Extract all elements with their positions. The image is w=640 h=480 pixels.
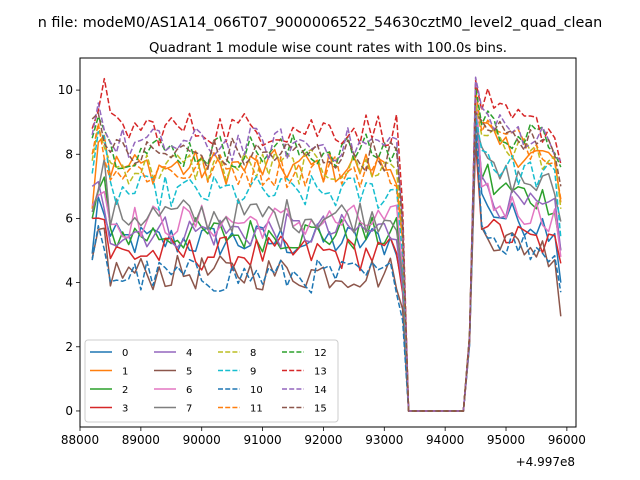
series-line-6 <box>91 82 562 412</box>
y-tick-label: 4 <box>65 276 73 290</box>
legend-box <box>84 339 339 423</box>
x-tick-label: 96000 <box>548 433 586 447</box>
series-line-10 <box>91 121 562 412</box>
legend-label-1: 1 <box>122 367 128 378</box>
x-tick-label: 92000 <box>304 433 342 447</box>
series-line-9 <box>91 115 562 412</box>
x-tick-label: 93000 <box>365 433 403 447</box>
x-tick-label: 90000 <box>183 433 221 447</box>
series-line-13 <box>91 77 562 412</box>
series-line-1 <box>91 121 562 412</box>
figure-suptitle: n file: modeM0/AS1A14_066T07_9000006522_… <box>38 15 603 31</box>
legend-label-10: 10 <box>250 385 263 396</box>
legend-label-11: 11 <box>250 404 263 415</box>
x-axis: 88000 89000 90000 91000 92000 93000 94000 95000… <box>61 427 586 447</box>
legend-label-4: 4 <box>186 348 192 359</box>
legend-label-9: 9 <box>250 367 256 378</box>
x-offset-label: +4.997e8 <box>516 455 575 469</box>
x-tick-label: 88000 <box>61 433 99 447</box>
x-tick-label: 91000 <box>243 433 281 447</box>
series-line-11 <box>91 89 562 412</box>
x-tick-label: 95000 <box>487 433 525 447</box>
x-tick-label: 89000 <box>122 433 160 447</box>
y-tick-label: 8 <box>65 147 73 161</box>
y-tick-label: 0 <box>65 404 73 418</box>
legend-label-0: 0 <box>122 348 128 359</box>
legend-label-15: 15 <box>314 404 327 415</box>
y-axis: 0 2 4 6 8 10 <box>58 83 80 418</box>
chart-title: Quadrant 1 module wise count rates with … <box>149 41 507 56</box>
legend-label-13: 13 <box>314 367 327 378</box>
series-line-4 <box>91 105 562 412</box>
legend-label-2: 2 <box>122 385 128 396</box>
legend-label-14: 14 <box>314 385 327 396</box>
y-tick-label: 10 <box>58 83 73 97</box>
y-tick-label: 6 <box>65 211 73 225</box>
series-line-14 <box>91 76 562 412</box>
legend-label-3: 3 <box>122 404 128 415</box>
series-line-0 <box>91 105 562 412</box>
axes-frame <box>79 57 577 428</box>
legend-label-6: 6 <box>186 385 192 396</box>
legend-label-8: 8 <box>250 348 256 359</box>
series-line-15 <box>91 111 562 412</box>
legend-label-5: 5 <box>186 367 192 378</box>
series-line-7 <box>91 124 562 412</box>
x-tick-label: 94000 <box>426 433 464 447</box>
legend-label-12: 12 <box>314 348 327 359</box>
y-tick-label: 2 <box>65 340 73 354</box>
series-line-5 <box>91 131 562 412</box>
series-layer <box>91 76 562 412</box>
legend-label-7: 7 <box>186 404 192 415</box>
